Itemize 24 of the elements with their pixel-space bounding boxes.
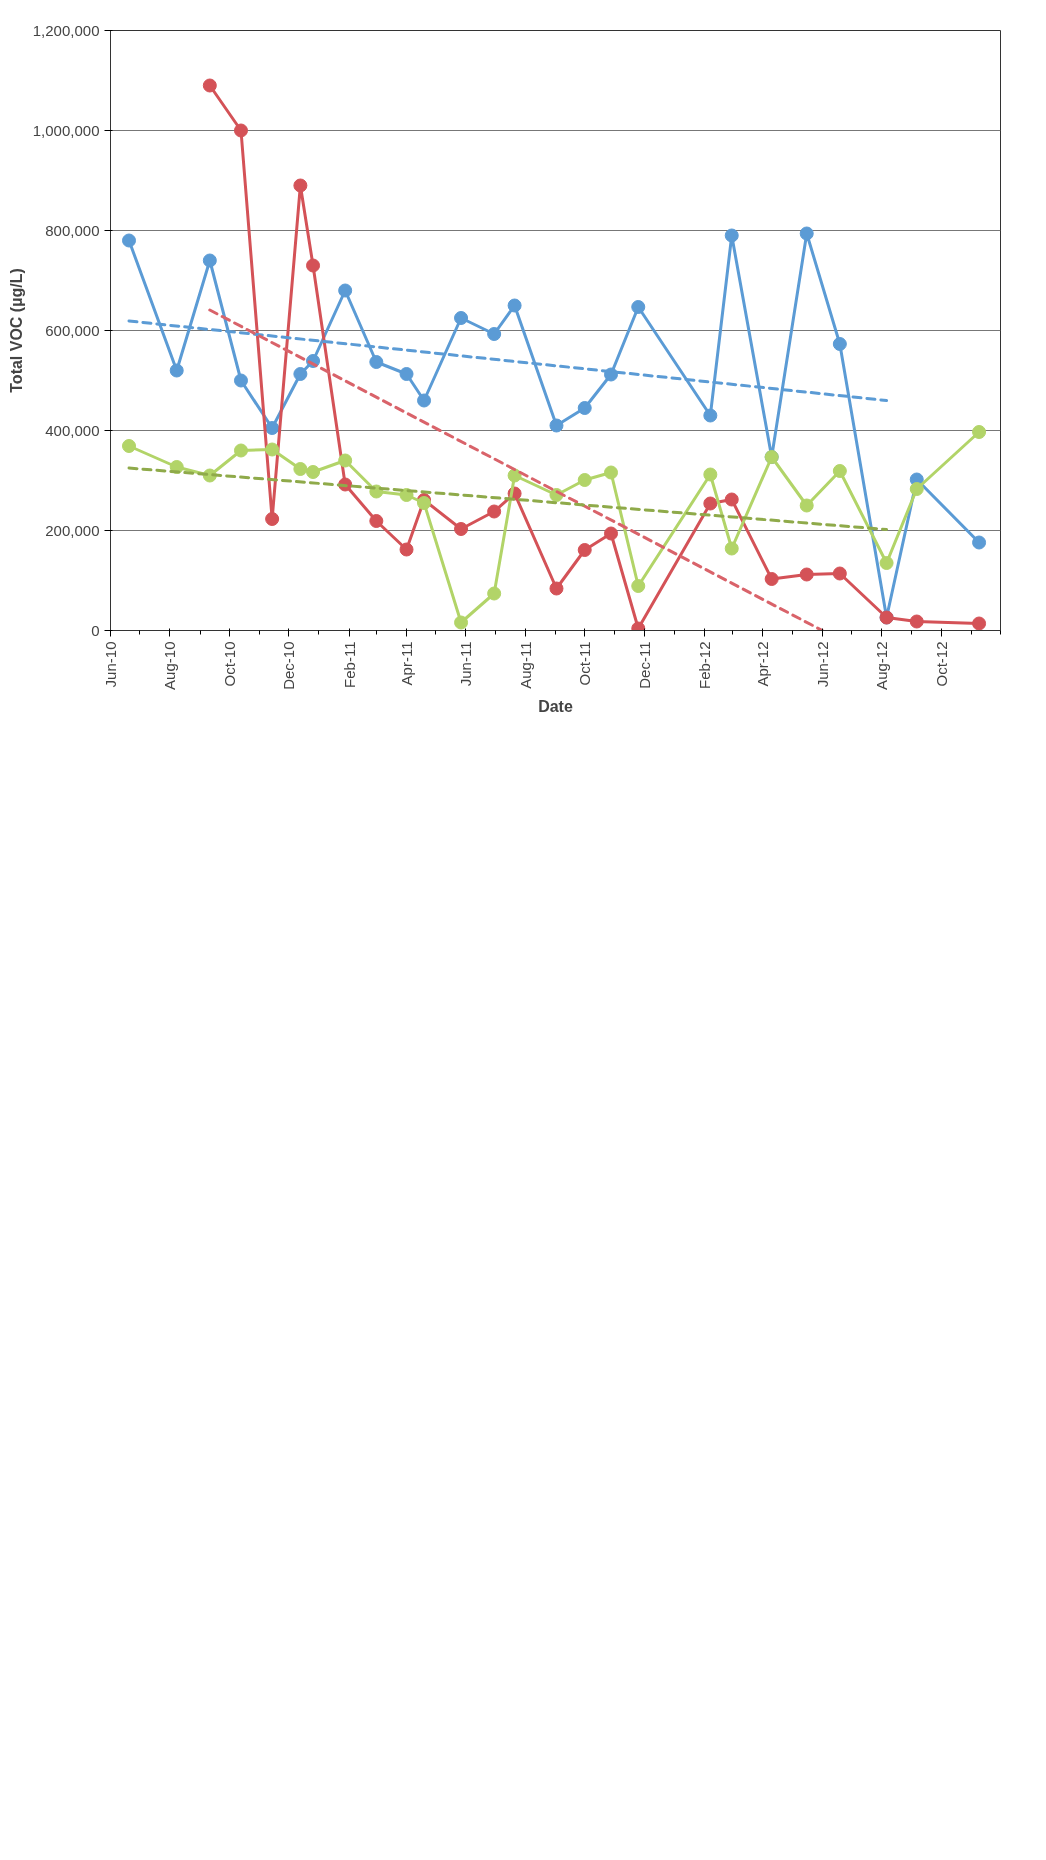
x-axis-title: Date (538, 697, 573, 715)
y-axis-title: Total VOC (µg/L) (7, 268, 25, 393)
x-tick-label: Jun-12 (813, 641, 831, 688)
x-tick-label: Aug-11 (516, 641, 534, 689)
y-tick-label: 1,200,000 (32, 21, 100, 39)
x-tick-label: Dec-10 (280, 641, 298, 690)
y-tick-label: 800,000 (45, 221, 100, 239)
y-tick-label: 0 (91, 621, 100, 639)
y-tick-label: 1,000,000 (32, 121, 100, 139)
x-tick-label: Dec-11 (635, 641, 653, 689)
x-tick-label: Feb-11 (340, 641, 358, 688)
x-tick-label: Aug-12 (873, 641, 891, 690)
x-tick-label: Jun-10 (102, 641, 119, 688)
y-tick-label: 400,000 (45, 421, 100, 439)
x-tick-label: Apr-11 (398, 641, 416, 686)
x-tick-label: Aug-10 (161, 641, 179, 690)
x-tick-label: Apr-12 (754, 641, 772, 687)
x-tick-label: Oct-11 (576, 641, 594, 686)
x-tick-label: Jun-11 (457, 641, 475, 687)
x-tick-label: Feb-12 (695, 641, 713, 690)
y-tick-label: 200,000 (45, 521, 100, 539)
y-tick-label: 600,000 (45, 321, 100, 339)
x-tick-label: Oct-10 (220, 641, 238, 687)
x-tick-label: Oct-12 (932, 641, 950, 687)
